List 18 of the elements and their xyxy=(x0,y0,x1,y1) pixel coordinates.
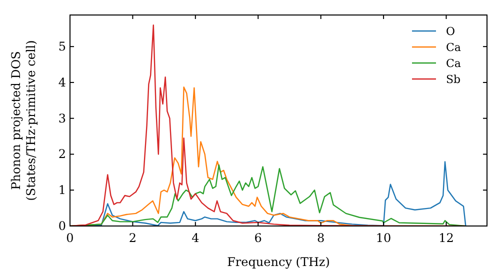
y-tick-label: 3 xyxy=(58,111,66,126)
legend-label: Ca xyxy=(446,41,462,54)
x-tick-label: 10 xyxy=(376,231,392,245)
x-tick-label: 8 xyxy=(317,231,325,245)
y-tick-label: 0 xyxy=(58,219,66,233)
legend-label: Sb xyxy=(446,73,461,86)
legend-label: Ca xyxy=(446,57,462,70)
y-tick-label: 2 xyxy=(58,147,66,162)
y-tick-label: 1 xyxy=(58,183,66,198)
x-tick-label: 4 xyxy=(192,231,200,245)
x-tick-label: 6 xyxy=(254,231,262,245)
x-tick-label: 12 xyxy=(438,231,454,245)
legend-label: O xyxy=(446,25,456,38)
y-tick-label: 4 xyxy=(58,75,66,90)
y-axis-title: Phonon projected DOS (States/THz·primitive cell) xyxy=(9,40,38,201)
x-axis-title: Frequency (THz) xyxy=(227,255,330,269)
y-tick-label: 5 xyxy=(58,40,66,54)
x-tick-label: 2 xyxy=(128,231,137,245)
